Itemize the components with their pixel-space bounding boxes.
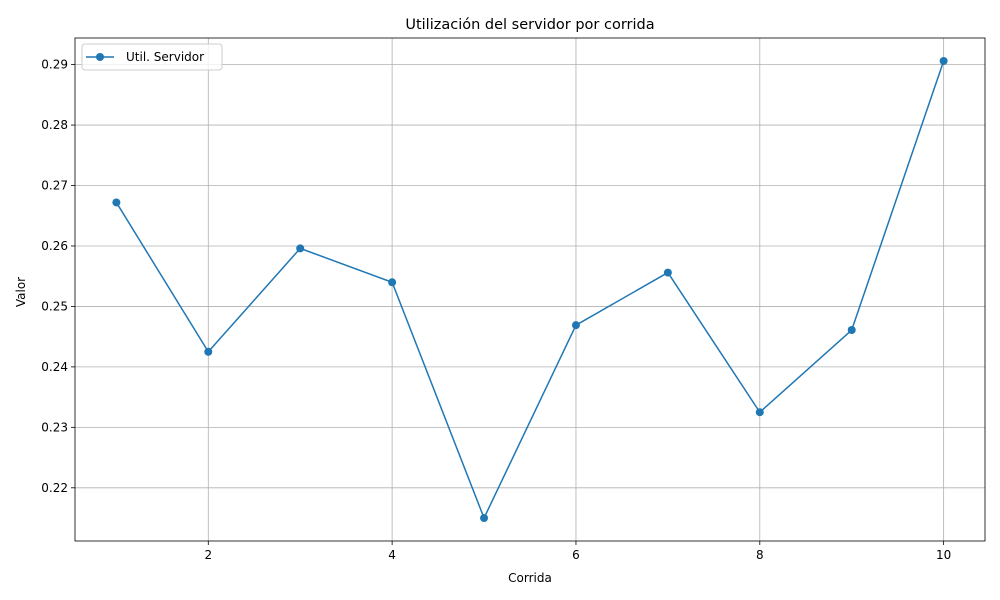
data-point xyxy=(755,408,764,417)
y-tick-label: 0.25 xyxy=(41,299,68,313)
y-tick-label: 0.23 xyxy=(41,420,68,434)
y-tick-label: 0.22 xyxy=(41,481,68,495)
data-point xyxy=(296,244,305,253)
series-line xyxy=(115,60,945,519)
legend: Util. Servidor xyxy=(81,43,223,71)
y-tick-label: 0.26 xyxy=(41,239,68,253)
data-point xyxy=(388,278,397,287)
x-tick-label: 8 xyxy=(756,548,764,562)
data-point xyxy=(939,56,948,65)
legend-label: Util. Servidor xyxy=(126,50,204,64)
y-tick-label: 0.28 xyxy=(41,118,68,132)
y-tick-label: 0.24 xyxy=(41,360,68,374)
legend-box xyxy=(81,43,223,71)
chart-title: Utilización del servidor por corrida xyxy=(405,17,654,33)
x-tick-label: 10 xyxy=(936,548,951,562)
data-point xyxy=(480,514,489,523)
y-tick-label: 0.27 xyxy=(41,179,68,193)
data-point xyxy=(204,347,213,356)
series xyxy=(112,56,948,523)
plot-frame xyxy=(74,37,986,542)
grid xyxy=(75,38,985,541)
data-point xyxy=(847,326,856,335)
ticks: 2 4 6 8 10 0.22 0.23 0.24 0.25 0.26 0.27 0.28 0.29 xyxy=(41,58,951,562)
axes xyxy=(74,37,986,542)
y-axis-label: Valor xyxy=(14,277,28,307)
x-axis-label: Corrida xyxy=(508,571,552,585)
legend-point-marker xyxy=(96,53,104,61)
data-point xyxy=(571,321,580,330)
x-tick-label: 6 xyxy=(572,548,580,562)
data-point xyxy=(663,268,672,277)
data-point xyxy=(112,198,121,207)
x-tick-label: 4 xyxy=(388,548,396,562)
x-tick-label: 2 xyxy=(204,548,212,562)
y-tick-label: 0.29 xyxy=(41,58,68,72)
